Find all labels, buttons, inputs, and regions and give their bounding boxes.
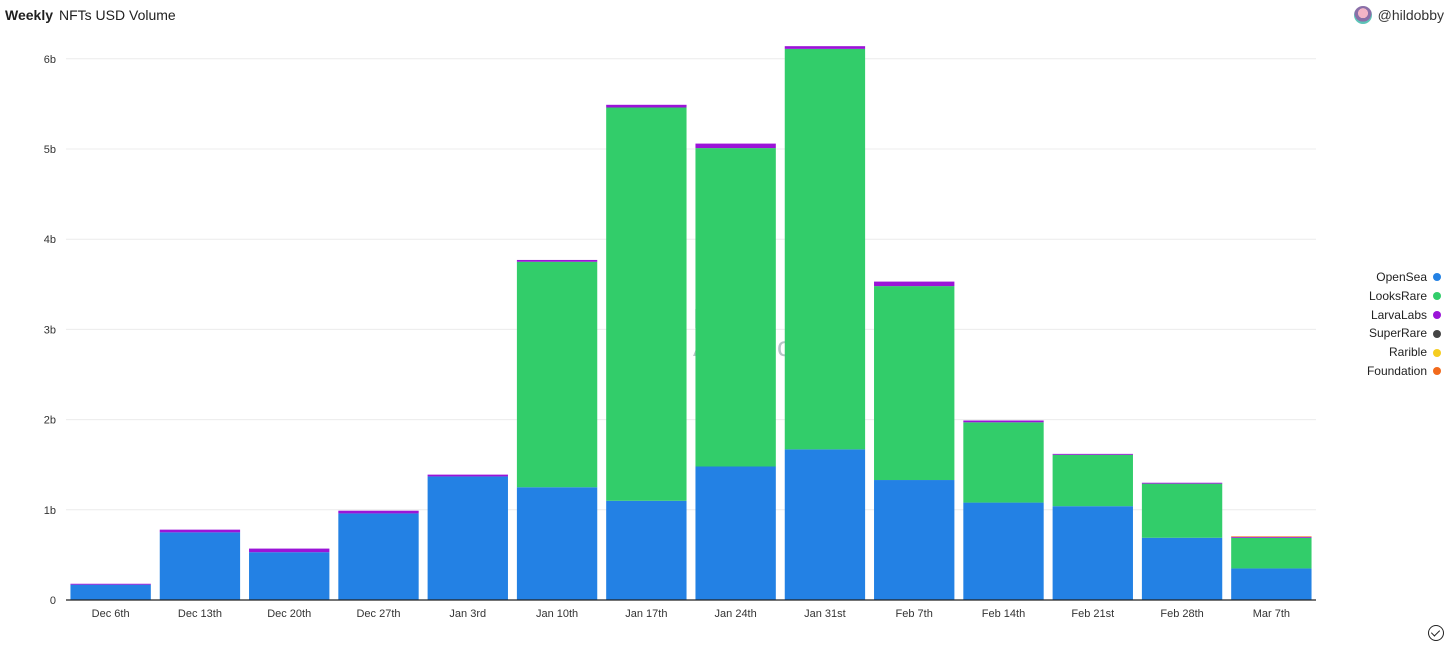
bar-looksrare-9 [874,286,955,481]
bar-opensea-6 [606,500,687,600]
bar-larvalabs-4 [427,474,508,477]
chart-title: NFTs USD Volume [59,7,176,23]
x-tick-label: Mar 7th [1253,608,1290,620]
x-tick-label: Feb 7th [896,608,933,620]
legend-label: SuperRare [1368,326,1427,341]
legend-dot [1433,292,1441,301]
legend-dot [1433,273,1441,282]
bar-looksrare-13 [1231,537,1312,569]
legend-label: LooksRare [1368,288,1427,303]
y-tick-label: 2b [44,415,56,427]
check-circle-icon[interactable] [1428,625,1444,641]
x-tick-label: Jan 31st [804,608,846,620]
y-tick-label: 3b [44,324,56,336]
legend-item-looksrare[interactable]: LooksRare [1367,287,1441,306]
legend-label: Foundation [1366,363,1427,378]
x-tick-label: Dec 6th [92,608,130,620]
bar-larvalabs-6 [606,104,687,108]
y-tick-label: 0 [50,595,56,607]
legend-item-rarible[interactable]: Rarible [1367,343,1441,362]
avatar [1353,6,1372,24]
legend-dot [1433,329,1441,338]
x-tick-label: Feb 21st [1071,608,1114,620]
bar-opensea-8 [784,449,866,600]
legend-dot [1433,310,1441,319]
bar-opensea-2 [249,552,330,600]
tab-weekly[interactable]: Weekly [5,7,53,23]
legend-dot [1433,367,1441,376]
bar-looksrare-6 [606,107,687,501]
bar-opensea-7 [695,466,776,600]
bar-larvalabs-2 [249,548,330,553]
bar-larvalabs-10 [963,420,1044,423]
x-tick-label: Feb 28th [1160,608,1203,620]
x-tick-label: Jan 24th [715,608,757,620]
x-tick-label: Dec 27th [356,608,400,620]
x-tick-label: Jan 10th [536,608,578,620]
bar-looksrare-5 [516,261,598,488]
legend-dot [1433,348,1441,357]
bar-opensea-12 [1141,537,1223,600]
legend: OpenSea LooksRare LarvaLabs SuperRare Raribl… [1367,268,1441,381]
legend-item-foundation[interactable]: Foundation [1367,362,1441,381]
y-tick-label: 5b [44,144,56,156]
bar-larvalabs-3 [338,510,419,514]
bar-larvalabs-11 [1052,453,1133,455]
bar-larvalabs-1 [159,529,241,533]
bar-opensea-3 [338,513,419,600]
bar-opensea-13 [1231,568,1312,600]
bar-foundation-13 [1231,536,1312,538]
chart-header: Weekly NFTs USD Volume @hildobby [0,0,1456,32]
bar-opensea-11 [1052,506,1133,600]
bar-opensea-4 [427,476,508,600]
bar-larvalabs-12 [1141,482,1223,484]
bar-opensea-1 [159,532,241,600]
y-tick-label: 4b [44,234,56,246]
legend-label: Rarible [1388,345,1427,360]
y-tick-label: 6b [44,54,56,66]
x-tick-label: Dec 20th [267,608,311,620]
bar-larvalabs-7 [695,143,776,149]
bar-opensea-0 [70,584,151,600]
bar-larvalabs-0 [70,583,151,585]
x-tick-label: Dec 13th [178,608,222,620]
bar-looksrare-11 [1052,454,1133,507]
legend-item-opensea[interactable]: OpenSea [1367,268,1441,287]
bar-larvalabs-9 [874,281,955,287]
legend-item-superrare[interactable]: SuperRare [1367,324,1441,343]
legend-label: OpenSea [1376,270,1427,284]
bar-looksrare-12 [1141,483,1223,538]
bar-larvalabs-5 [516,259,598,262]
bar-larvalabs-8 [784,46,866,49]
user-name[interactable]: @hildobby [1377,7,1444,23]
bar-larvalabs-13 [1231,536,1312,538]
user-badge[interactable]: @hildobby [1353,5,1444,25]
x-tick-label: Jan 17th [625,608,667,620]
x-tick-label: Jan 3rd [449,608,486,620]
bar-looksrare-8 [784,48,866,450]
bar-opensea-9 [874,480,955,600]
bar-opensea-10 [963,502,1044,600]
bar-looksrare-10 [963,422,1044,503]
legend-label: LarvaLabs [1370,307,1427,322]
x-tick-label: Feb 14th [982,608,1025,620]
bar-opensea-5 [516,487,598,600]
legend-item-larvalabs[interactable]: LarvaLabs [1367,306,1441,325]
bar-looksrare-7 [695,148,776,467]
y-tick-label: 1b [44,505,56,517]
